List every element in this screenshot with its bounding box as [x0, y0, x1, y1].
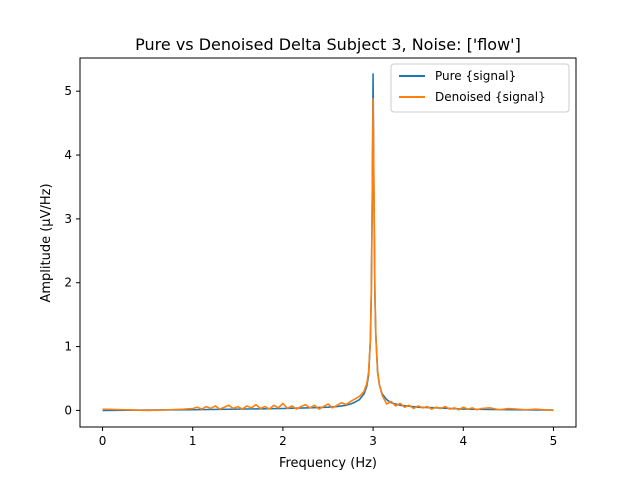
x-axis-label: Frequency (Hz)	[279, 456, 377, 471]
x-tick-label: 3	[369, 434, 377, 448]
y-tick-label: 4	[64, 148, 72, 162]
x-tick-label: 0	[99, 434, 107, 448]
y-tick-label: 2	[64, 276, 72, 290]
legend-label: Pure {signal}	[435, 69, 516, 83]
plot-layer	[102, 73, 554, 412]
x-tick-label: 2	[279, 434, 287, 448]
legend-box	[390, 63, 570, 113]
y-tick-label: 3	[64, 212, 72, 226]
axes-frame	[79, 57, 577, 428]
x-tick-label: 1	[189, 434, 197, 448]
legend: Pure {signal} Denoised {signal}	[390, 63, 570, 113]
series-line-2	[102, 98, 554, 412]
y-tick-label: 0	[64, 403, 72, 417]
y-tick-label: 1	[64, 340, 72, 354]
y-tick-label: 5	[64, 84, 72, 98]
x-tick-label: 5	[550, 434, 558, 448]
y-axis-label: Amplitude (μV/Hz)	[39, 183, 54, 302]
x-tick-label: 4	[459, 434, 467, 448]
legend-label: Denoised {signal}	[435, 90, 546, 104]
chart-title: Pure vs Denoised Delta Subject 3, Noise:…	[135, 35, 521, 54]
ticks-layer: 0 1 2 3 4 5 0 1 2 3 4 5	[64, 84, 557, 448]
